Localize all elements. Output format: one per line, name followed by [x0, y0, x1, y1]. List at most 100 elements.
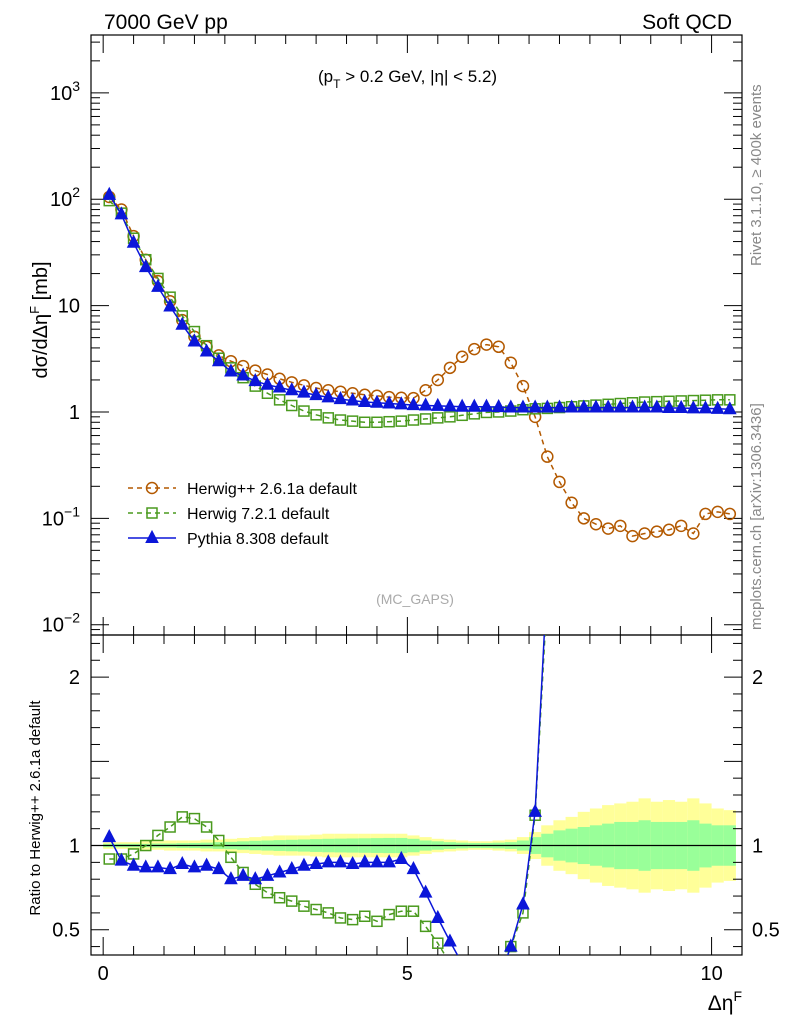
main-ytick-label-base: 1	[69, 402, 80, 424]
data-point	[430, 909, 445, 923]
data-point	[346, 415, 359, 427]
data-point	[468, 342, 481, 356]
data-point	[187, 333, 202, 347]
main-ytick-label: 10−1	[42, 503, 80, 530]
main-ylabel-base: dσ/dΔη	[30, 314, 52, 379]
data-point	[432, 937, 444, 949]
data-point	[357, 393, 372, 408]
data-point	[103, 853, 116, 865]
ratio-ytick-label: 2	[69, 667, 80, 689]
cut-label: (pT > 0.2 GeV, |η| < 5.2)	[318, 67, 497, 91]
data-point	[406, 861, 421, 875]
data-point	[662, 399, 676, 413]
main-ytick-label: 103	[50, 78, 80, 105]
data-point	[419, 384, 432, 397]
series-square	[103, 635, 546, 955]
cut-label-sub: T	[333, 77, 341, 91]
data-point	[370, 854, 384, 868]
data-point	[151, 278, 165, 292]
series-triangle	[102, 635, 546, 955]
data-point	[419, 920, 432, 933]
data-point	[395, 415, 408, 427]
data-point	[516, 399, 530, 413]
data-point	[286, 895, 298, 907]
data-point	[383, 908, 395, 921]
side-label-mcplots: mcplots.cern.ch [arXiv:1306.3436]	[748, 403, 765, 630]
data-point	[176, 811, 189, 823]
data-point	[345, 855, 360, 870]
data-point	[175, 316, 190, 330]
data-point	[175, 855, 190, 870]
main-ytick-label-base: 10	[50, 83, 72, 105]
header-right: Soft QCD	[642, 11, 732, 34]
series-line	[108, 200, 730, 424]
ratio-ytick-label-right: 0.5	[752, 920, 780, 942]
main-ytick-label-base: 10	[50, 189, 72, 211]
data-point	[637, 399, 652, 413]
data-point	[540, 399, 555, 413]
data-point	[188, 812, 201, 825]
data-point	[674, 399, 688, 413]
main-ylabel-sup: F	[27, 306, 42, 314]
data-point	[187, 859, 202, 873]
data-point	[359, 416, 371, 429]
data-point	[345, 392, 360, 406]
data-point	[163, 298, 177, 312]
ratio-ytick-label-right: 1	[752, 836, 763, 858]
data-point	[503, 399, 518, 413]
data-point	[528, 399, 542, 413]
data-point	[284, 861, 299, 875]
data-point	[406, 397, 421, 411]
data-point	[297, 857, 311, 871]
data-point	[649, 399, 664, 413]
main-ytick-label-exp: −2	[64, 610, 80, 626]
data-point	[261, 886, 274, 899]
data-point	[626, 529, 639, 543]
data-point	[686, 400, 701, 414]
data-point	[711, 505, 724, 519]
data-point	[687, 527, 700, 540]
data-point	[334, 912, 347, 924]
data-point	[297, 384, 311, 398]
data-point	[383, 415, 395, 428]
main-ytick-label: 10	[58, 296, 80, 318]
main-ytick-label-exp: 2	[72, 184, 80, 200]
data-point	[698, 400, 713, 414]
data-point	[272, 379, 287, 393]
data-point	[152, 829, 164, 842]
data-point	[576, 399, 591, 413]
header-left: 7000 GeV pp	[104, 11, 228, 34]
data-point	[298, 900, 310, 912]
data-point	[467, 398, 482, 412]
series-line	[108, 635, 546, 955]
data-point	[211, 861, 226, 875]
data-point	[430, 397, 445, 411]
data-point	[138, 259, 153, 273]
analysis-tag: (MC_GAPS)	[376, 591, 454, 607]
x-axis-label-base: Δη	[708, 992, 734, 1015]
legend-marker	[146, 507, 158, 519]
data-point	[298, 405, 310, 417]
x-axis-label-sup: F	[733, 988, 742, 1004]
data-point	[418, 397, 433, 411]
ratio-series-layer	[102, 635, 546, 955]
data-point	[225, 851, 237, 864]
data-point	[601, 399, 615, 413]
legend-label: Herwig 7.2.1 default	[187, 506, 330, 523]
data-point	[528, 803, 542, 817]
data-point	[443, 361, 457, 375]
ratio-panel: 2 2 1 1 0.5 0.5 0 5 10	[52, 617, 780, 985]
data-point	[102, 829, 117, 843]
data-point	[516, 896, 530, 910]
data-point	[455, 398, 469, 412]
data-point	[601, 522, 615, 535]
data-point	[432, 412, 444, 424]
ratio-frame	[90, 634, 743, 956]
data-point	[564, 399, 579, 413]
data-point	[699, 507, 712, 521]
series-line	[108, 194, 730, 411]
data-point	[419, 413, 432, 425]
data-point	[444, 411, 456, 423]
x-tick-label: 5	[402, 963, 413, 985]
